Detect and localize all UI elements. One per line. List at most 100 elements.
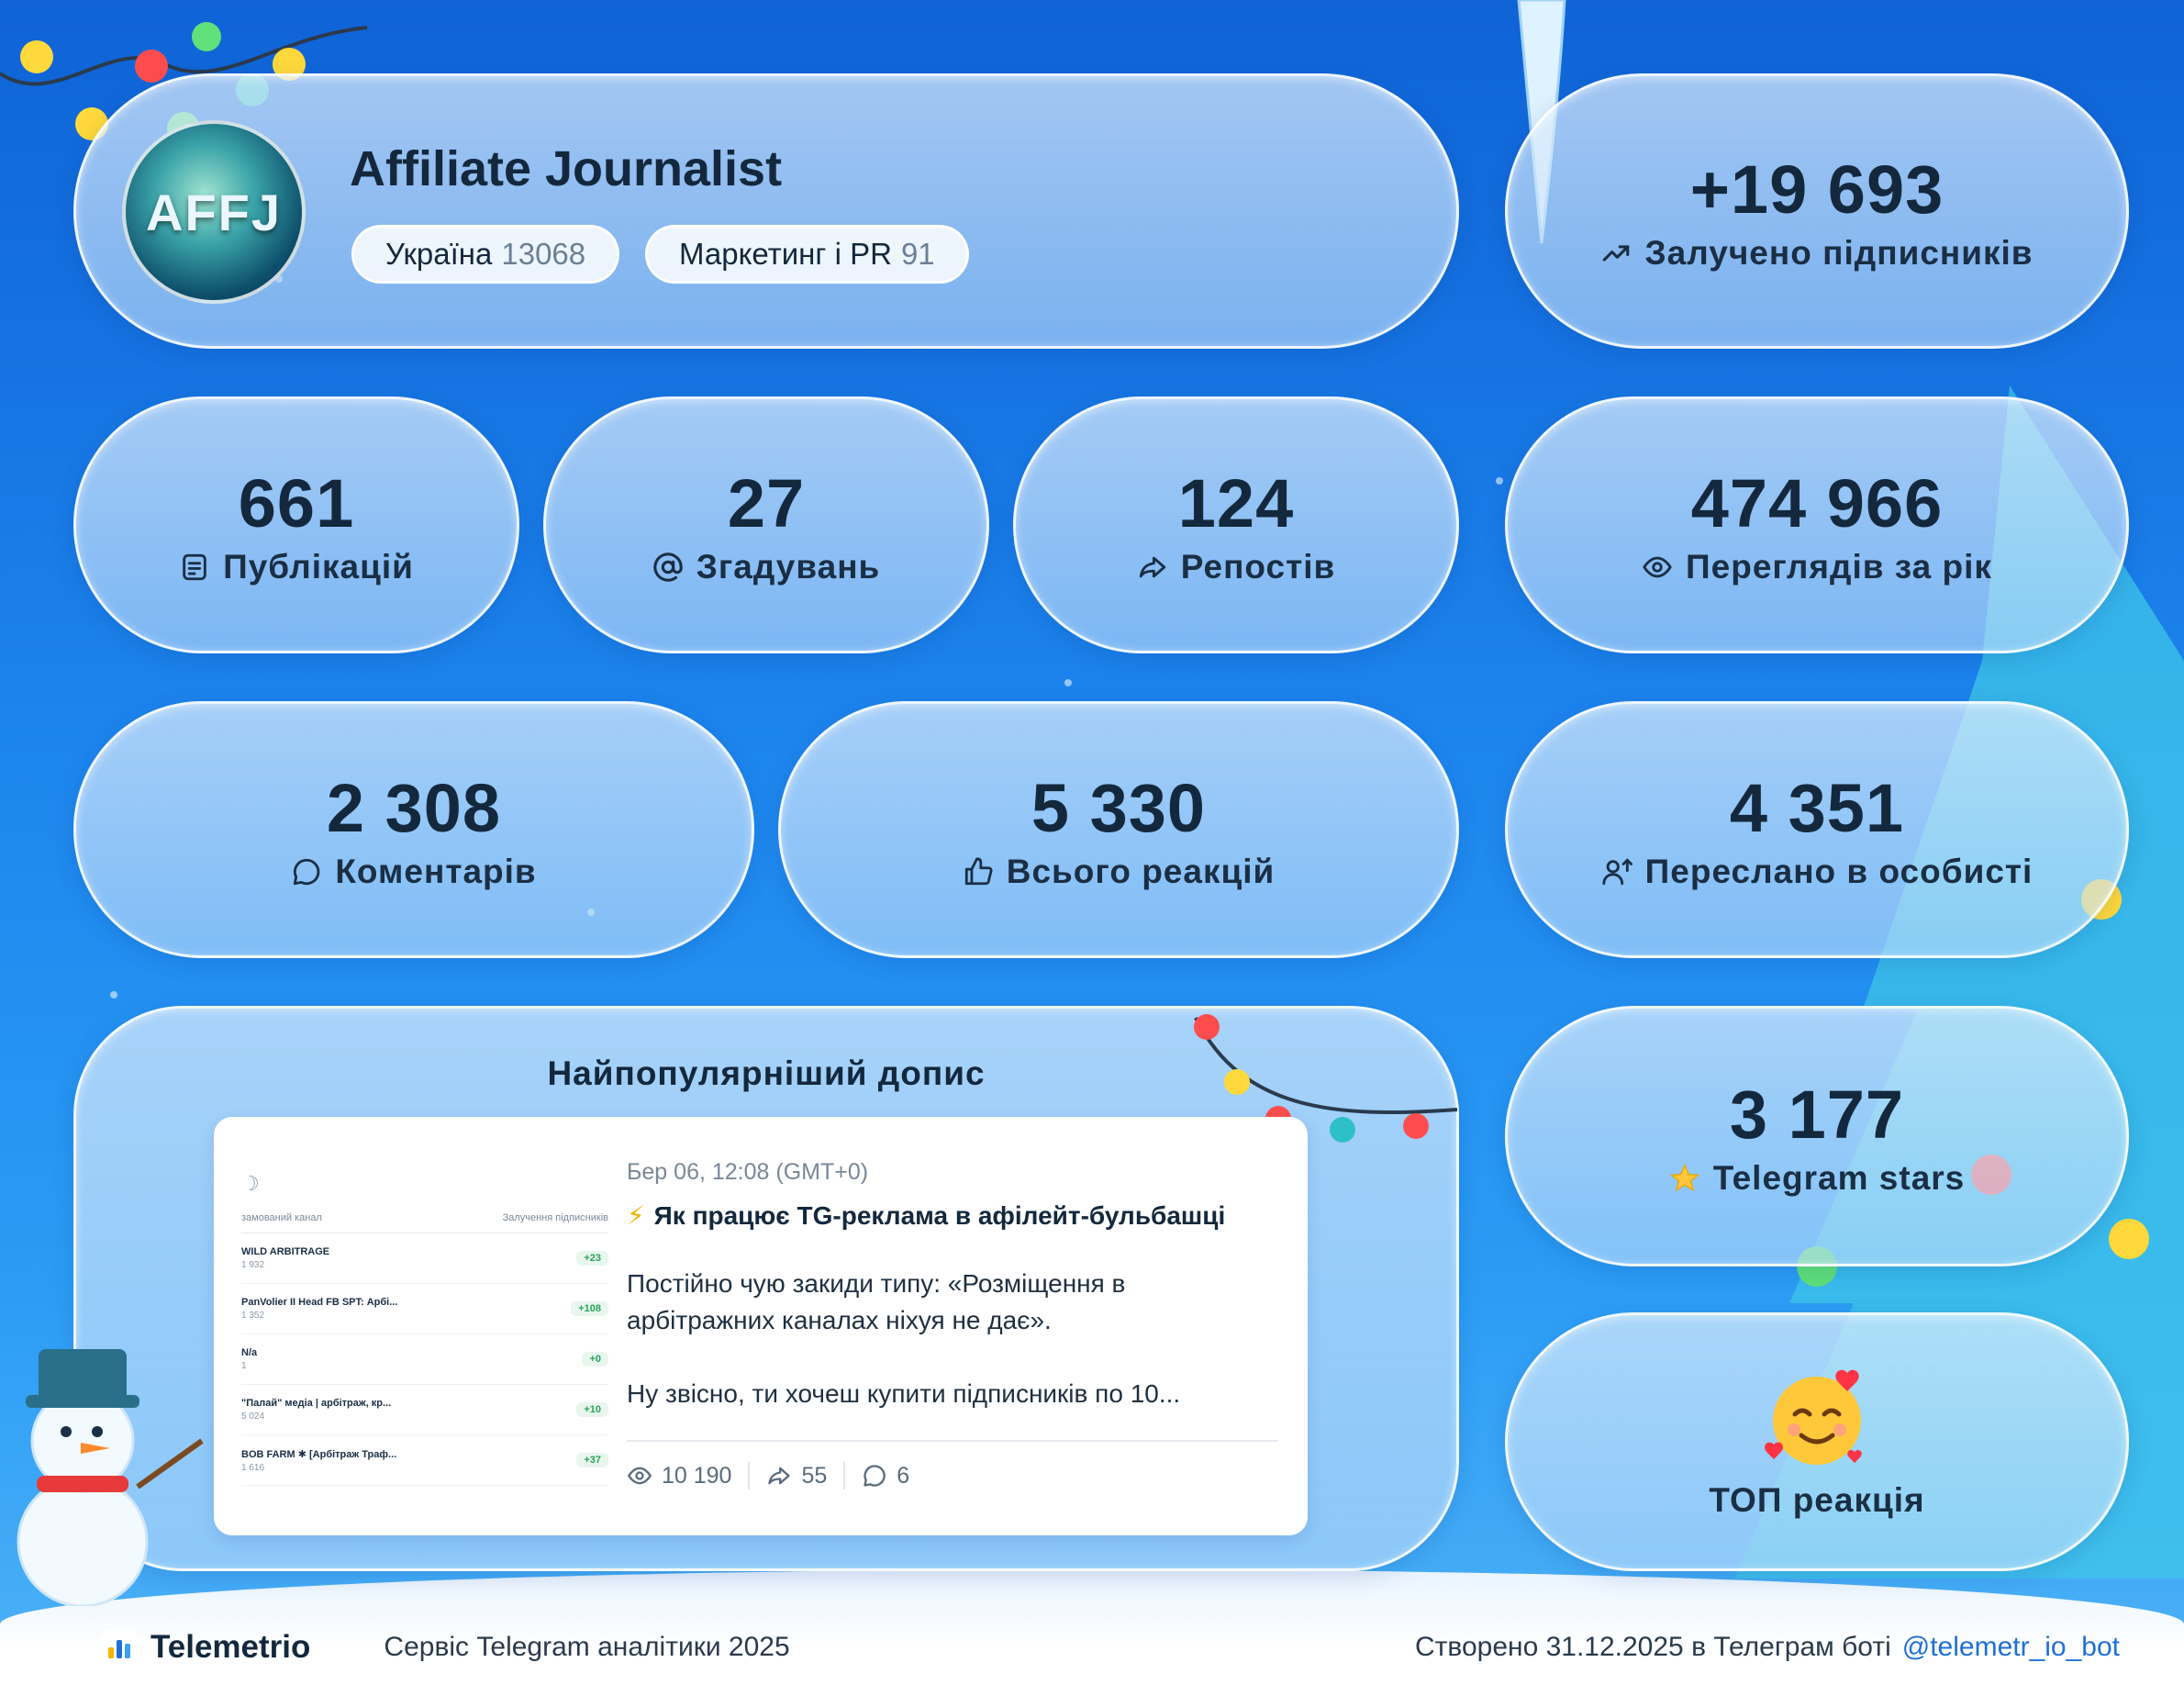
- avatar-text: AFFJ: [146, 183, 282, 241]
- country-chip-label: Україна: [385, 237, 493, 271]
- row-subscribers: 5 024: [241, 1411, 265, 1422]
- at-icon: [653, 552, 683, 582]
- snowflake: [1064, 679, 1072, 686]
- row-name: BOB FARM ✱ [Арбітраж Траф...: [241, 1448, 397, 1460]
- channel-avatar[interactable]: AFFJ: [122, 120, 306, 304]
- reposts-value: 124: [1177, 464, 1295, 541]
- snow-ground-decoration: [0, 1569, 2184, 1707]
- divider: [748, 1462, 751, 1489]
- table-row: WILD ARBITRAGE 1 932 +23: [241, 1233, 608, 1284]
- mini-table-header: замований канал Залучення підписників: [241, 1212, 608, 1233]
- post-views-value: 10 190: [662, 1462, 732, 1489]
- row-badge: +0: [582, 1352, 608, 1367]
- publications-label: Публікацій: [223, 547, 414, 586]
- popular-post-title: Найпопулярніший допис: [547, 1054, 986, 1092]
- views-value: 474 966: [1690, 464, 1944, 541]
- top-reaction-card: ТОП реакція: [1505, 1312, 2129, 1571]
- country-chip-rank: 13068: [501, 237, 586, 271]
- comments-label: Коментарів: [335, 852, 537, 890]
- mentions-label-row: Згадувань: [652, 548, 881, 586]
- lightning-icon: ⚡: [627, 1201, 645, 1230]
- reposts-stat-card: 124 Репостів: [1013, 396, 1459, 653]
- reposts-label: Репостів: [1180, 547, 1336, 586]
- comments-value: 2 308: [326, 769, 502, 846]
- mini-table-head-right: Залучення підписників: [502, 1212, 608, 1223]
- row-name: "Палай" медіа | арбітраж, кр...: [241, 1398, 392, 1409]
- post-shares: 55: [766, 1463, 827, 1489]
- mentions-stat-card: 27 Згадувань: [543, 396, 989, 653]
- divider: [843, 1462, 846, 1489]
- post-body: Постійно чую закиди типу: «Розміщення в …: [627, 1266, 1278, 1412]
- post-headline: Як працює TG-реклама в афілейт-бульбашці: [653, 1200, 1226, 1230]
- row-badge: +23: [576, 1251, 608, 1266]
- comment-icon: [294, 858, 320, 885]
- stars-value: 3 177: [1729, 1076, 1905, 1153]
- category-chip[interactable]: Маркетинг і PR 91: [645, 225, 969, 284]
- post-comments-value: 6: [897, 1462, 910, 1489]
- category-chip-rank: 91: [900, 237, 935, 271]
- forwarded-value: 4 351: [1729, 769, 1905, 846]
- thumbs-up-icon: [964, 856, 993, 885]
- views-label-row: Переглядів за рік: [1642, 548, 1992, 586]
- popular-post-card: Найпопулярніший допис ☽ замований канал …: [73, 1006, 1459, 1571]
- views-stat-card: 474 966 Переглядів за рік: [1505, 396, 2129, 653]
- row-badge: +108: [571, 1301, 608, 1316]
- row-name: WILD ARBITRAGE: [241, 1246, 330, 1257]
- forwarded-stat-card: 4 351 Переслано в особисті: [1505, 701, 2129, 958]
- post-date: Бер 06, 12:08 (GMT+0): [627, 1159, 869, 1185]
- reposts-label-row: Репостів: [1137, 548, 1336, 586]
- bar-chart-logo-icon: [101, 1629, 138, 1666]
- comments-label-row: Коментарів: [291, 853, 536, 891]
- post-paragraph: Ну звісно, ти хочеш купити підписників п…: [627, 1379, 1181, 1408]
- publications-stat-card: 661 Публікацій: [73, 396, 519, 653]
- subscribers-label-row: Залучено підписників: [1600, 234, 2033, 273]
- reactions-value: 5 330: [1031, 769, 1207, 846]
- forwarded-label-row: Переслано в особисті: [1601, 853, 2034, 891]
- channel-profile-card: AFFJ Affiliate Journalist Україна 13068 …: [73, 73, 1459, 349]
- moon-icon: ☽: [241, 1172, 260, 1195]
- stars-label: Telegram stars: [1712, 1158, 1966, 1197]
- smiling-face-with-hearts-icon: [1765, 1369, 1862, 1465]
- bot-link[interactable]: @telemetr_io_bot: [1901, 1632, 2120, 1662]
- post-comments: 6: [862, 1463, 909, 1489]
- popular-post-preview[interactable]: ☽ замований канал Залучення підписників …: [214, 1117, 1308, 1535]
- footer: Telemetrio Сервіс Telegram аналітики 202…: [101, 1626, 2120, 1668]
- post-views: 10 190: [627, 1463, 731, 1489]
- eye-icon: [627, 1467, 652, 1485]
- row-subscribers: 1 932: [241, 1260, 265, 1270]
- row-name: N/a: [241, 1347, 258, 1358]
- eye-icon: [1643, 556, 1672, 577]
- row-name: PanVolier II Head FB SPT: Арбі...: [241, 1297, 398, 1308]
- country-chip[interactable]: Україна 13068: [351, 225, 620, 284]
- comment-icon: [864, 1465, 886, 1487]
- document-icon: [183, 553, 206, 580]
- table-row: N/a 1 +0: [241, 1334, 608, 1385]
- mentions-value: 27: [727, 464, 806, 541]
- post-shares-value: 55: [801, 1462, 828, 1489]
- comments-stat-card: 2 308 Коментарів: [73, 701, 754, 958]
- garland-lights-decoration: [0, 22, 368, 145]
- post-text-block: Бер 06, 12:08 (GMT+0) ⚡ Як працює TG-рек…: [627, 1159, 1278, 1412]
- channel-title: Affiliate Journalist: [350, 141, 783, 196]
- post-paragraph: Постійно чую закиди типу: «Розміщення в …: [627, 1269, 1126, 1334]
- reactions-label-row: Всього реакцій: [963, 853, 1276, 891]
- stars-label-row: Telegram stars: [1669, 1159, 1966, 1198]
- row-subscribers: 1 352: [241, 1311, 265, 1321]
- share-icon: [1139, 556, 1165, 577]
- subscribers-label: Залучено підписників: [1644, 233, 2034, 272]
- snowflake: [110, 991, 117, 999]
- telemetrio-logo[interactable]: Telemetrio: [101, 1629, 310, 1666]
- star-icon: [1669, 1163, 1699, 1191]
- publications-value: 661: [238, 464, 355, 541]
- row-subscribers: 1: [241, 1361, 247, 1371]
- mentions-label: Згадувань: [696, 547, 881, 586]
- forwarded-label: Переслано в особисті: [1644, 852, 2034, 890]
- snowman-decoration: [17, 1349, 204, 1606]
- top-reaction-label: ТОП реакція: [1709, 1481, 1925, 1519]
- row-badge: +37: [576, 1453, 608, 1467]
- reactions-label: Всього реакцій: [1006, 852, 1276, 890]
- row-badge: +10: [576, 1402, 608, 1417]
- views-label: Переглядів за рік: [1686, 547, 1992, 586]
- stars-stat-card: 3 177 Telegram stars: [1505, 1006, 2129, 1266]
- footer-tagline: Сервіс Telegram аналітики 2025: [384, 1632, 790, 1662]
